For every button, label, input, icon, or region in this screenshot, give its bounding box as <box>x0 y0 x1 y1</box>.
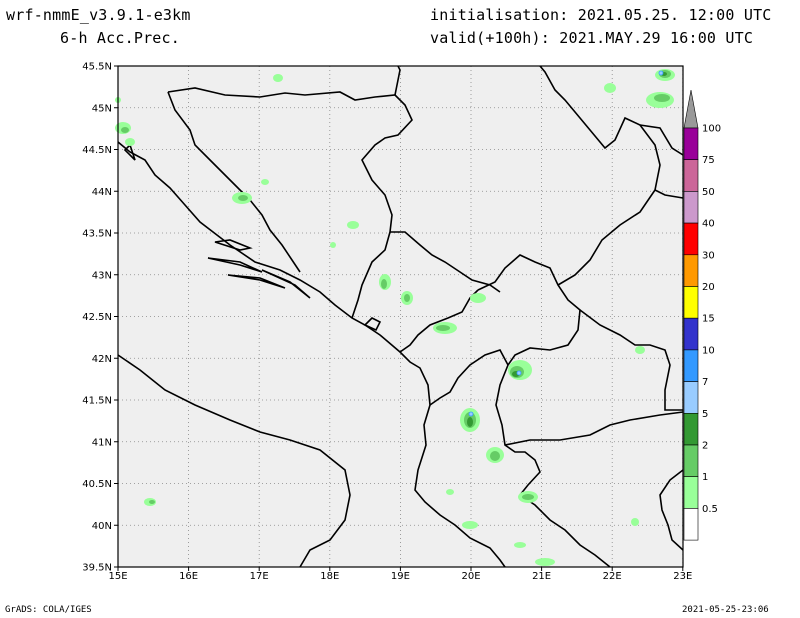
lat-label: 43.5N <box>82 229 112 240</box>
latitude-labels: 45.5N 45N 44.5N 44N 43.5N 43N 42.5N 42N 41.5N 41N… <box>82 62 118 574</box>
grads-credit: GrADS: COLA/IGES <box>5 605 92 615</box>
lon-label: 19E <box>391 571 410 582</box>
lat-label: 45.5N <box>82 62 112 73</box>
lat-label: 42N <box>92 354 112 365</box>
lat-label: 44.5N <box>82 145 112 156</box>
colorbar-label: 75 <box>702 155 715 166</box>
lat-label: 39.5N <box>82 563 112 574</box>
lon-label: 23E <box>673 571 692 582</box>
lon-label: 18E <box>320 571 339 582</box>
plot-timestamp: 2021-05-25-23:06 <box>682 605 769 615</box>
colorbar-label: 2 <box>702 441 708 452</box>
lat-label: 40.5N <box>82 479 112 490</box>
colorbar-label: 10 <box>702 345 715 356</box>
lat-label: 40N <box>92 521 112 532</box>
colorbar-segment <box>683 191 699 224</box>
lon-label: 16E <box>179 571 198 582</box>
precip-areas <box>115 69 675 566</box>
colorbar-label: 50 <box>702 187 715 198</box>
lat-label: 43N <box>92 270 112 281</box>
field-title: 6-h Acc.Prec. <box>60 29 180 47</box>
colorbar-label: 0.5 <box>702 504 718 515</box>
lat-label: 42.5N <box>82 312 112 323</box>
lon-label: 15E <box>108 571 127 582</box>
colorbar-segment <box>683 286 699 319</box>
colorbar-label: 15 <box>702 314 715 325</box>
colorbar-label: 7 <box>702 377 708 388</box>
colorbar-label: 20 <box>702 282 715 293</box>
lon-label: 17E <box>250 571 269 582</box>
colorbar-segment <box>683 127 699 161</box>
colorbar-label: 40 <box>702 219 715 230</box>
colorbar-segment <box>683 476 699 509</box>
colorbar-segment <box>683 444 699 478</box>
colorbar-label: 30 <box>702 250 715 261</box>
coastlines-borders <box>117 65 684 568</box>
lat-label: 41.5N <box>82 396 112 407</box>
colorbar-segment <box>683 508 699 541</box>
valid-time: valid(+100h): 2021.MAY.29 16:00 UTC <box>430 29 754 47</box>
colorbar-segment <box>683 412 699 446</box>
colorbar-segment <box>683 222 699 256</box>
lon-label: 22E <box>603 571 622 582</box>
model-title: wrf-nmmE_v3.9.1-e3km <box>6 6 191 24</box>
colorbar-segment <box>683 381 699 414</box>
colorbar-segment <box>683 317 699 351</box>
lon-label: 20E <box>461 571 480 582</box>
longitude-labels: 15E 16E 17E 18E 19E 20E 21E 22E 23E <box>108 567 692 582</box>
lat-label: 45N <box>92 103 112 114</box>
init-time: initialisation: 2021.05.25. 12:00 UTC <box>430 6 772 24</box>
lat-label: 44N <box>92 187 112 198</box>
colorbar-top-arrow <box>683 89 699 129</box>
colorbar-segment <box>683 254 699 287</box>
colorbar-segment <box>683 159 699 192</box>
colorbar-label: 5 <box>702 409 708 420</box>
colorbar-label: 100 <box>702 124 721 135</box>
lat-label: 41N <box>92 437 112 448</box>
colorbar-segment <box>683 349 699 382</box>
colorbar-label: 1 <box>702 472 708 483</box>
lon-label: 21E <box>532 571 551 582</box>
